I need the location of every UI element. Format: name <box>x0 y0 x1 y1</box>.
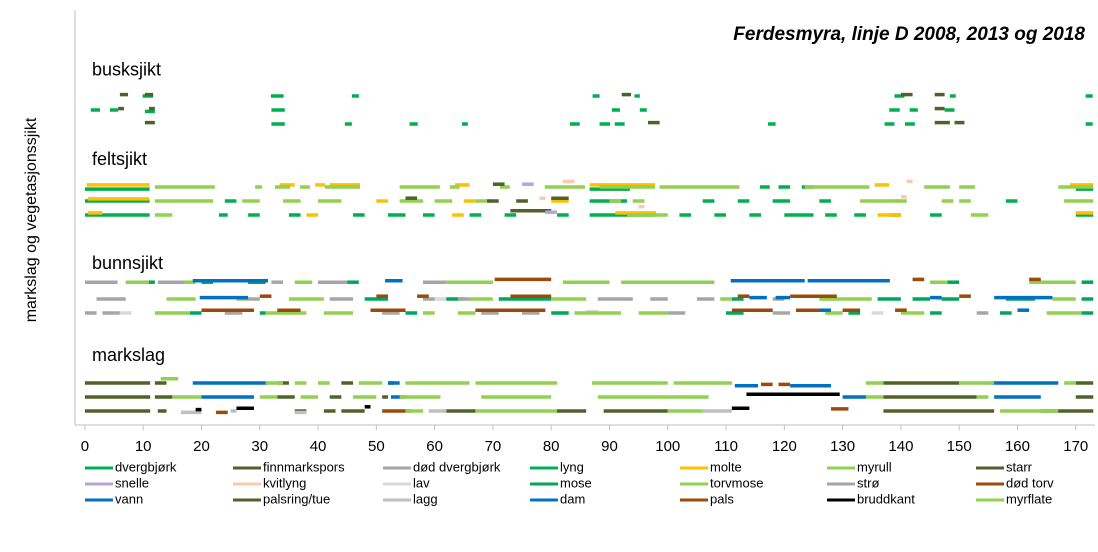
legend-label: bruddkant <box>857 491 915 506</box>
legend-label: dvergbjørk <box>115 459 177 474</box>
legend-label: starr <box>1006 459 1033 474</box>
legend-label: torvmose <box>710 475 763 490</box>
x-tick-label: 110 <box>714 438 738 455</box>
legend-label: finnmarkspors <box>263 459 345 474</box>
legend-label: død dvergbjørk <box>413 459 501 474</box>
legend-label: lav <box>413 475 430 490</box>
x-tick-label: 40 <box>310 438 327 455</box>
group-label: feltsjikt <box>92 149 147 169</box>
x-tick-label: 50 <box>368 438 385 455</box>
legend-label: dam <box>560 491 585 506</box>
x-tick-label: 120 <box>772 438 797 455</box>
legend-label: pals <box>710 491 734 506</box>
legend-label: død torv <box>1006 475 1054 490</box>
legend-label: kvitlyng <box>263 475 306 490</box>
group-label: markslag <box>92 345 165 365</box>
x-tick-label: 20 <box>193 438 210 455</box>
x-tick-label: 130 <box>830 438 855 455</box>
group-label: bunnsjikt <box>92 253 163 273</box>
x-tick-label: 0 <box>81 438 89 455</box>
legend-label: lagg <box>413 491 438 506</box>
x-tick-label: 60 <box>426 438 443 455</box>
legend-label: lyng <box>560 459 584 474</box>
legend-label: vann <box>115 491 143 506</box>
legend-label: molte <box>710 459 742 474</box>
x-tick-label: 170 <box>1063 438 1088 455</box>
x-tick-label: 150 <box>947 438 972 455</box>
group-label: busksjikt <box>92 60 161 80</box>
x-tick-label: 160 <box>1005 438 1030 455</box>
x-tick-label: 80 <box>543 438 560 455</box>
legend-label: myrull <box>857 459 892 474</box>
x-tick-label: 90 <box>601 438 618 455</box>
legend-label: strø <box>857 475 879 490</box>
x-tick-label: 140 <box>888 438 913 455</box>
x-tick-label: 100 <box>655 438 680 455</box>
x-tick-label: 70 <box>485 438 502 455</box>
legend-label: myrflate <box>1006 491 1052 506</box>
legend-label: mose <box>560 475 592 490</box>
legend-label: snelle <box>115 475 149 490</box>
x-tick-label: 10 <box>135 438 152 455</box>
x-tick-label: 30 <box>251 438 268 455</box>
y-axis-label: markslag og vegetasjonssjikt <box>23 117 40 322</box>
legend-label: palsring/tue <box>263 491 330 506</box>
chart-title: Ferdesmyra, linje D 2008, 2013 og 2018 <box>733 24 1085 45</box>
